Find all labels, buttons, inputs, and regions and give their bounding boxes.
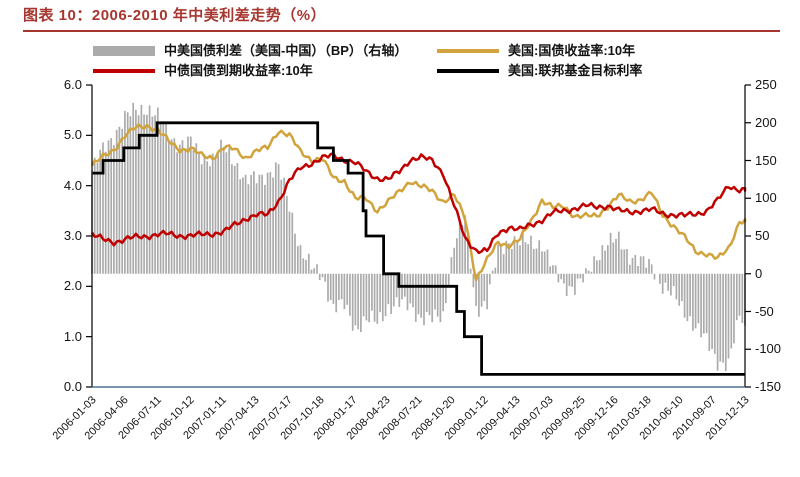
legend-item-3: 美国:联邦基金目标利率 <box>437 64 642 78</box>
legend-bar-swatch <box>93 46 155 56</box>
legend-line-swatch <box>437 69 499 73</box>
chart-legend: 中美国债利差（美国-中国）（BP）（右轴） 美国:国债收益率:10年中债国债到期收… <box>93 44 642 78</box>
cn10y-line <box>90 151 747 255</box>
legend-item-1: 美国:国债收益率:10年 <box>437 44 642 58</box>
legend-label: 中美国债利差（美国-中国）（BP）（右轴） <box>164 43 408 58</box>
legend-label: 美国:联邦基金目标利率 <box>508 63 643 78</box>
legend-label: 美国:国债收益率:10年 <box>508 43 636 58</box>
legend-item-0: 中美国债利差（美国-中国）（BP）（右轴） <box>93 44 437 58</box>
figure-title: 图表 10：2006-2010 年中美利差走势（%） <box>23 7 327 24</box>
legend-line-swatch <box>93 69 155 73</box>
legend-line-swatch <box>437 49 499 53</box>
spread-bars <box>91 102 746 372</box>
legend-item-2: 中债国债到期收益率:10年 <box>93 64 437 78</box>
legend-label: 中债国债到期收益率:10年 <box>164 63 313 78</box>
figure-title-bar: 图表 10：2006-2010 年中美利差走势（%） <box>23 4 780 32</box>
us10y-line <box>90 123 747 282</box>
fedfunds-step-line <box>92 121 745 376</box>
